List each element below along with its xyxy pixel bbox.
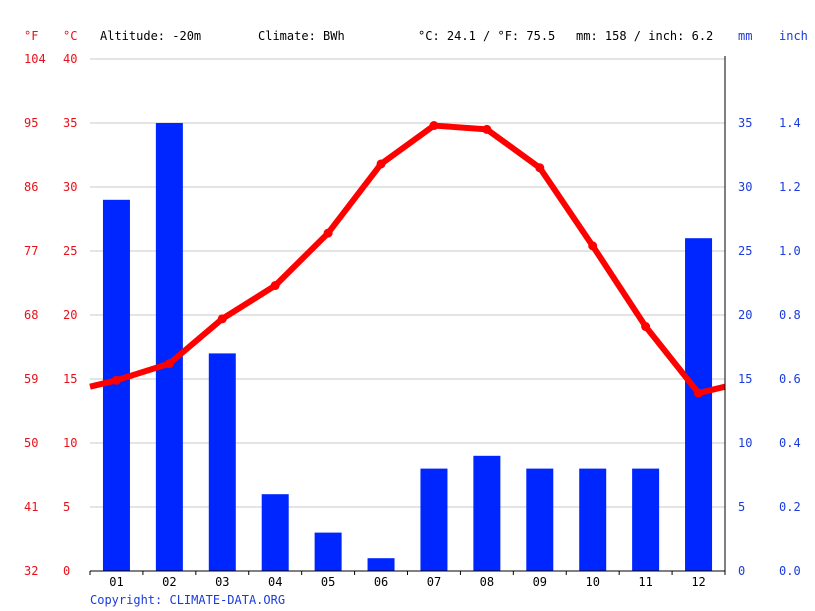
inch-tick-label: 0.6 — [779, 372, 801, 386]
inch-tick-label: 0.2 — [779, 500, 801, 514]
inch-tick-label: 0.0 — [779, 564, 801, 578]
celsius-tick-label: 5 — [63, 500, 70, 514]
copyright-text: Copyright: CLIMATE-DATA.ORG — [90, 593, 285, 607]
precipitation-bar-08 — [473, 455, 501, 571]
fahrenheit-unit-label: °F — [24, 29, 38, 43]
mm-tick-label: 10 — [738, 436, 752, 450]
month-tick-label: 12 — [691, 575, 705, 589]
temperature-average-label: °C: 24.1 / °F: 75.5 — [418, 29, 555, 43]
month-tick-label: 03 — [215, 575, 229, 589]
temperature-point-05 — [323, 228, 333, 238]
month-tick-label: 02 — [162, 575, 176, 589]
temperature-point-06 — [376, 159, 386, 169]
mm-tick-label: 5 — [738, 500, 745, 514]
celsius-tick-label: 40 — [63, 52, 77, 66]
inch-tick-label: 1.2 — [779, 180, 801, 194]
fahrenheit-tick-label: 50 — [24, 436, 38, 450]
mm-tick-label: 0 — [738, 564, 745, 578]
temperature-point-09 — [535, 163, 545, 173]
temperature-point-01 — [111, 375, 121, 385]
month-tick-label: 11 — [638, 575, 652, 589]
temperature-point-12 — [694, 388, 704, 398]
temperature-point-03 — [217, 314, 227, 324]
celsius-unit-label: °C — [63, 29, 77, 43]
fahrenheit-tick-label: 32 — [24, 564, 38, 578]
precipitation-bar-04 — [261, 494, 289, 571]
precipitation-bar-03 — [208, 353, 236, 571]
inch-tick-label: 0.4 — [779, 436, 801, 450]
month-tick-label: 09 — [533, 575, 547, 589]
precipitation-bar-06 — [367, 558, 395, 571]
precipitation-bar-09 — [526, 468, 554, 571]
gridlines — [90, 58, 725, 508]
month-tick-label: 04 — [268, 575, 282, 589]
precipitation-bar-07 — [420, 468, 448, 571]
month-tick-label: 06 — [374, 575, 388, 589]
mm-tick-label: 30 — [738, 180, 752, 194]
temperature-point-11 — [641, 322, 651, 332]
mm-unit-label: mm — [738, 29, 752, 43]
precipitation-bar-05 — [314, 532, 342, 571]
inch-tick-label: 0.8 — [779, 308, 801, 322]
month-tick-label: 07 — [427, 575, 441, 589]
temperature-point-02 — [164, 359, 174, 369]
month-tick-label: 01 — [109, 575, 123, 589]
inch-tick-label: 1.0 — [779, 244, 801, 258]
fahrenheit-tick-label: 77 — [24, 244, 38, 258]
fahrenheit-tick-label: 104 — [24, 52, 46, 66]
mm-tick-label: 20 — [738, 308, 752, 322]
celsius-tick-label: 15 — [63, 372, 77, 386]
celsius-tick-label: 10 — [63, 436, 77, 450]
precipitation-total-label: mm: 158 / inch: 6.2 — [576, 29, 713, 43]
precipitation-bar-02 — [155, 123, 183, 571]
precipitation-bars — [102, 123, 713, 572]
celsius-tick-label: 30 — [63, 180, 77, 194]
celsius-tick-label: 20 — [63, 308, 77, 322]
fahrenheit-tick-label: 86 — [24, 180, 38, 194]
fahrenheit-tick-label: 41 — [24, 500, 38, 514]
axes — [89, 56, 726, 575]
month-tick-label: 05 — [321, 575, 335, 589]
inch-tick-label: 1.4 — [779, 116, 801, 130]
inch-unit-label: inch — [779, 29, 808, 43]
precipitation-bar-11 — [632, 468, 660, 571]
mm-tick-label: 25 — [738, 244, 752, 258]
fahrenheit-tick-label: 59 — [24, 372, 38, 386]
temperature-point-04 — [270, 281, 280, 291]
climate-label: Climate: BWh — [258, 29, 345, 43]
celsius-tick-label: 35 — [63, 116, 77, 130]
mm-tick-label: 35 — [738, 116, 752, 130]
altitude-label: Altitude: -20m — [100, 29, 201, 43]
precipitation-bar-10 — [579, 468, 607, 571]
temperature-point-10 — [588, 241, 598, 251]
celsius-tick-label: 0 — [63, 564, 70, 578]
month-tick-label: 10 — [585, 575, 599, 589]
fahrenheit-tick-label: 95 — [24, 116, 38, 130]
mm-tick-label: 15 — [738, 372, 752, 386]
temperature-point-07 — [429, 121, 439, 131]
celsius-tick-label: 25 — [63, 244, 77, 258]
temperature-point-08 — [482, 124, 492, 134]
precipitation-bar-12 — [685, 238, 713, 571]
month-tick-label: 08 — [480, 575, 494, 589]
fahrenheit-tick-label: 68 — [24, 308, 38, 322]
temperature-line — [89, 121, 726, 398]
temperature-line-path — [89, 122, 726, 397]
